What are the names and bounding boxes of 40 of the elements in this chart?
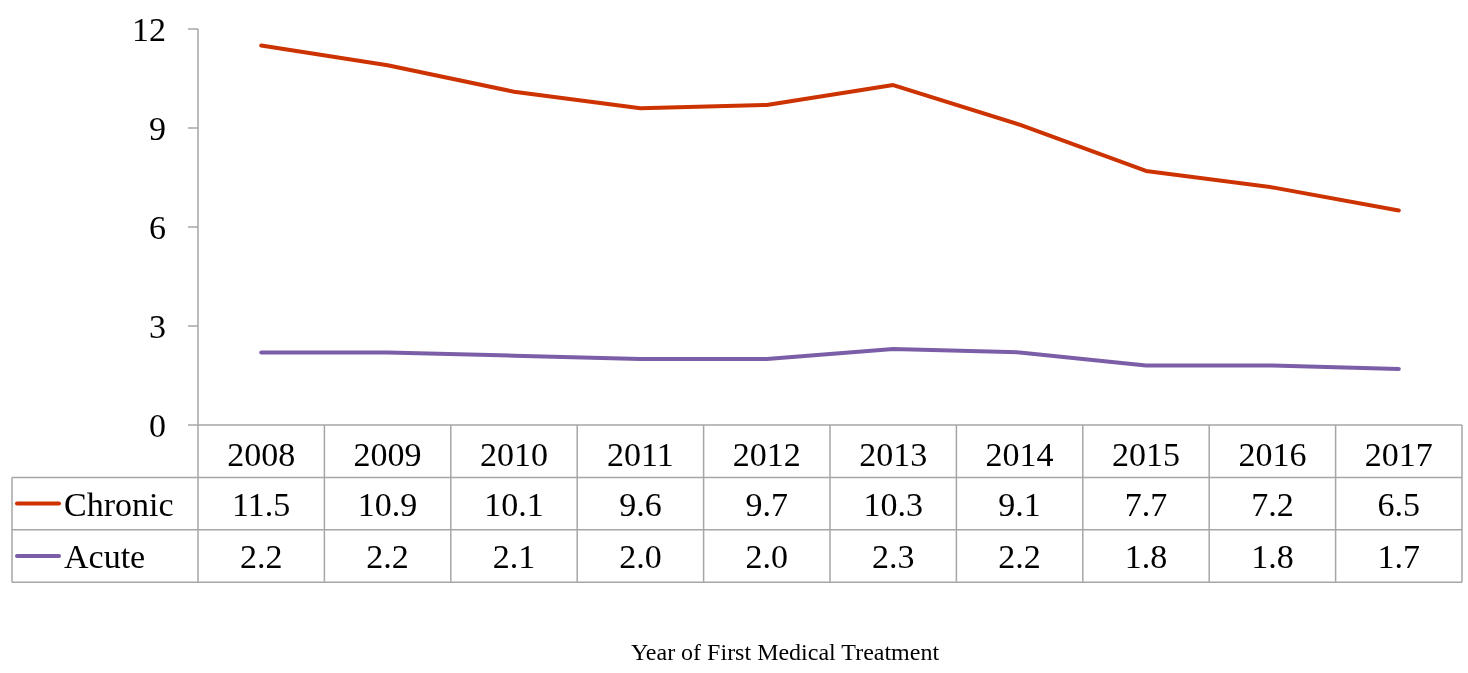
data-label: 1.8: [1251, 537, 1294, 575]
data-label: 9.7: [745, 485, 789, 523]
data-label: 11.5: [232, 485, 291, 523]
data-label: 2.3: [871, 537, 915, 575]
data-label: 2.1: [492, 537, 536, 575]
x-tick-label: 2009: [353, 436, 422, 474]
data-label: 2.2: [998, 537, 1041, 575]
data-label: 2.2: [366, 537, 409, 575]
y-tick-label: 12: [132, 11, 166, 49]
data-label: 7.2: [1251, 485, 1294, 523]
legend-label: Chronic: [64, 485, 174, 523]
data-label: 1.8: [1124, 537, 1168, 575]
data-label: 9.1: [998, 485, 1041, 523]
y-tick-label: 6: [149, 209, 166, 247]
x-tick-label: 2017: [1364, 436, 1433, 474]
x-tick-label: 2014: [985, 436, 1054, 474]
y-tick-label: 9: [149, 110, 166, 148]
x-tick-label: 2016: [1238, 436, 1307, 474]
x-tick-label: 2011: [607, 436, 674, 474]
x-tick-label: 2013: [859, 436, 928, 474]
x-tick-label: 2015: [1112, 436, 1180, 474]
data-label: 1.7: [1377, 537, 1421, 575]
data-label: 2.2: [239, 537, 283, 575]
data-label: 9.6: [619, 485, 662, 523]
line-series: [259, 43, 1401, 213]
data-label: 10.3: [863, 485, 923, 523]
data-label: 7.7: [1124, 485, 1168, 523]
data-label: 10.1: [484, 485, 544, 523]
text: Year of First Medical Treatment: [630, 639, 940, 665]
x-tick-label: 2012: [732, 436, 801, 474]
data-label: 2.0: [619, 537, 662, 575]
data-label: 10.9: [357, 485, 418, 523]
line-series: [259, 347, 1401, 371]
data-label: 2.0: [745, 537, 789, 575]
data-label: 6.5: [1377, 485, 1421, 523]
legend-label: Acute: [64, 537, 146, 575]
y-tick-label: 3: [149, 308, 166, 346]
x-tick-label: 2010: [480, 436, 548, 474]
x-tick-label: 2008: [227, 436, 296, 474]
y-tick-label: 0: [149, 407, 166, 445]
